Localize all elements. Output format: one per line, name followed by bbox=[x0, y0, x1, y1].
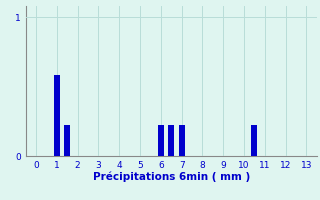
Bar bbox=[158, 125, 164, 156]
Bar bbox=[54, 75, 60, 156]
Bar bbox=[252, 125, 257, 156]
Bar bbox=[168, 125, 174, 156]
Bar bbox=[64, 125, 70, 156]
Bar bbox=[179, 125, 185, 156]
X-axis label: Précipitations 6min ( mm ): Précipitations 6min ( mm ) bbox=[92, 171, 250, 182]
